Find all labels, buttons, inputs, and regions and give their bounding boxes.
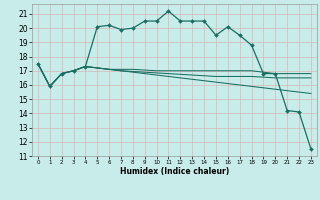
- X-axis label: Humidex (Indice chaleur): Humidex (Indice chaleur): [120, 167, 229, 176]
